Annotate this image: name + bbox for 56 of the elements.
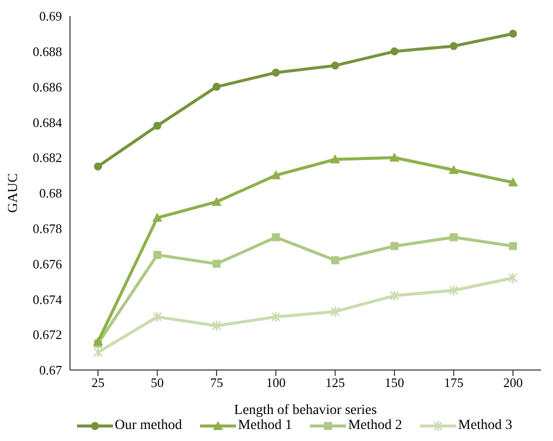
point xyxy=(390,242,398,250)
x-tick-label: 125 xyxy=(325,375,345,390)
point xyxy=(272,68,280,77)
x-tick-label: 25 xyxy=(92,375,104,390)
x-axis-title: Length of behavior series xyxy=(234,403,377,418)
point xyxy=(509,242,517,250)
point xyxy=(389,152,400,162)
point xyxy=(212,320,222,332)
legend-label: Our method xyxy=(114,418,182,434)
x-tick-label: 75 xyxy=(210,375,224,390)
point xyxy=(330,306,340,318)
y-tick-label: 0.678 xyxy=(32,221,62,236)
point xyxy=(212,260,221,268)
point xyxy=(212,196,222,206)
x-tick-label: 150 xyxy=(384,375,404,390)
point xyxy=(152,311,162,323)
x-tick-label: 100 xyxy=(266,375,286,390)
point xyxy=(272,233,280,242)
legend-label: Method 1 xyxy=(238,418,292,434)
y-tick-label: 0.674 xyxy=(32,292,62,307)
y-tick-label: 0.672 xyxy=(32,327,62,342)
point xyxy=(271,311,281,323)
point xyxy=(509,30,517,38)
point xyxy=(93,336,103,346)
point xyxy=(450,233,458,242)
point xyxy=(93,346,103,358)
point xyxy=(94,162,102,170)
y-tick-label: 0.69 xyxy=(39,8,62,24)
x-tick-label: 175 xyxy=(444,375,464,390)
point xyxy=(448,284,458,296)
point xyxy=(212,82,221,91)
point xyxy=(270,170,281,180)
y-tick-label: 0.684 xyxy=(32,114,62,130)
point xyxy=(153,122,162,130)
point xyxy=(448,164,459,174)
point xyxy=(152,212,162,222)
y-tick-label: 0.68 xyxy=(39,186,62,201)
point xyxy=(331,62,340,70)
point xyxy=(450,42,458,50)
x-tick-label: 50 xyxy=(150,375,164,390)
y-axis-title: GAUC xyxy=(6,173,21,213)
legend-label: Method 2 xyxy=(348,418,402,434)
legend-label: Method 3 xyxy=(458,418,512,434)
point xyxy=(331,256,340,264)
y-tick-label: 0.682 xyxy=(32,150,62,166)
y-tick-label: 0.676 xyxy=(32,256,62,272)
point xyxy=(330,154,340,164)
point xyxy=(390,47,398,56)
y-tick-label: 0.688 xyxy=(32,44,62,60)
point xyxy=(508,177,518,186)
y-tick-label: 0.686 xyxy=(32,79,62,94)
point xyxy=(508,272,518,284)
x-tick-label: 200 xyxy=(503,375,523,390)
point xyxy=(153,250,162,259)
y-tick-label: 0.67 xyxy=(39,362,62,378)
point xyxy=(390,290,400,302)
